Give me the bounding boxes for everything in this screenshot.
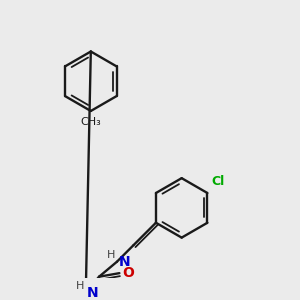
Text: O: O	[123, 266, 135, 280]
Text: H: H	[107, 250, 116, 260]
Text: CH₃: CH₃	[80, 117, 101, 127]
Text: N: N	[87, 286, 99, 299]
Text: Cl: Cl	[212, 175, 225, 188]
Text: H: H	[76, 281, 84, 291]
Text: N: N	[118, 255, 130, 269]
